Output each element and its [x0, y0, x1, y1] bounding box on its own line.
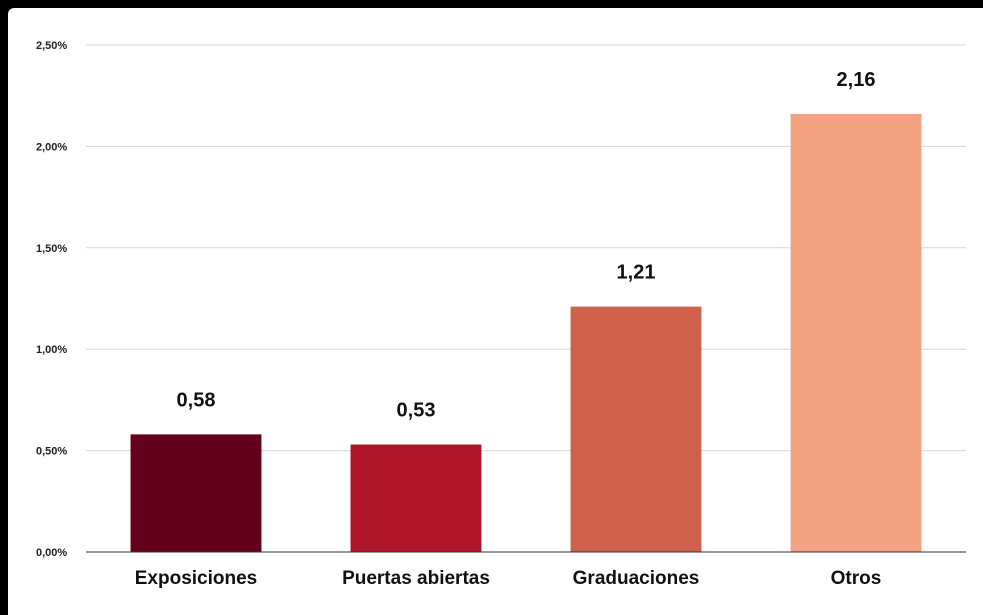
bar-value-label: 0,58 — [177, 389, 216, 411]
y-tick-label: 1,50% — [36, 243, 67, 255]
y-tick-label: 0,50% — [36, 446, 67, 458]
y-tick-label: 2,50% — [36, 40, 67, 52]
bar-value-label: 1,21 — [617, 262, 656, 284]
bars — [130, 113, 922, 553]
y-tick-label: 0,00% — [36, 547, 67, 559]
x-category-label: Exposiciones — [135, 568, 258, 589]
y-axis-tick-labels: 0,00% 0,50% 1,00% 1,50% 2,00% 2,50% — [36, 40, 67, 559]
bar — [570, 306, 702, 552]
bar — [350, 444, 482, 552]
x-category-label: Graduaciones — [573, 568, 700, 589]
x-category-label: Otros — [831, 568, 882, 589]
bar — [130, 434, 262, 552]
data-labels: 0,58 0,53 1,21 2,16 — [177, 69, 876, 422]
bar-value-label: 0,53 — [397, 400, 436, 422]
bar — [790, 113, 922, 553]
x-category-label: Puertas abiertas — [342, 568, 490, 589]
bar-value-label: 2,16 — [837, 69, 876, 91]
y-tick-label: 2,00% — [36, 141, 67, 153]
x-axis-category-labels: Exposiciones Puertas abiertas Graduaciones… — [135, 568, 882, 589]
y-tick-label: 1,00% — [36, 344, 67, 356]
